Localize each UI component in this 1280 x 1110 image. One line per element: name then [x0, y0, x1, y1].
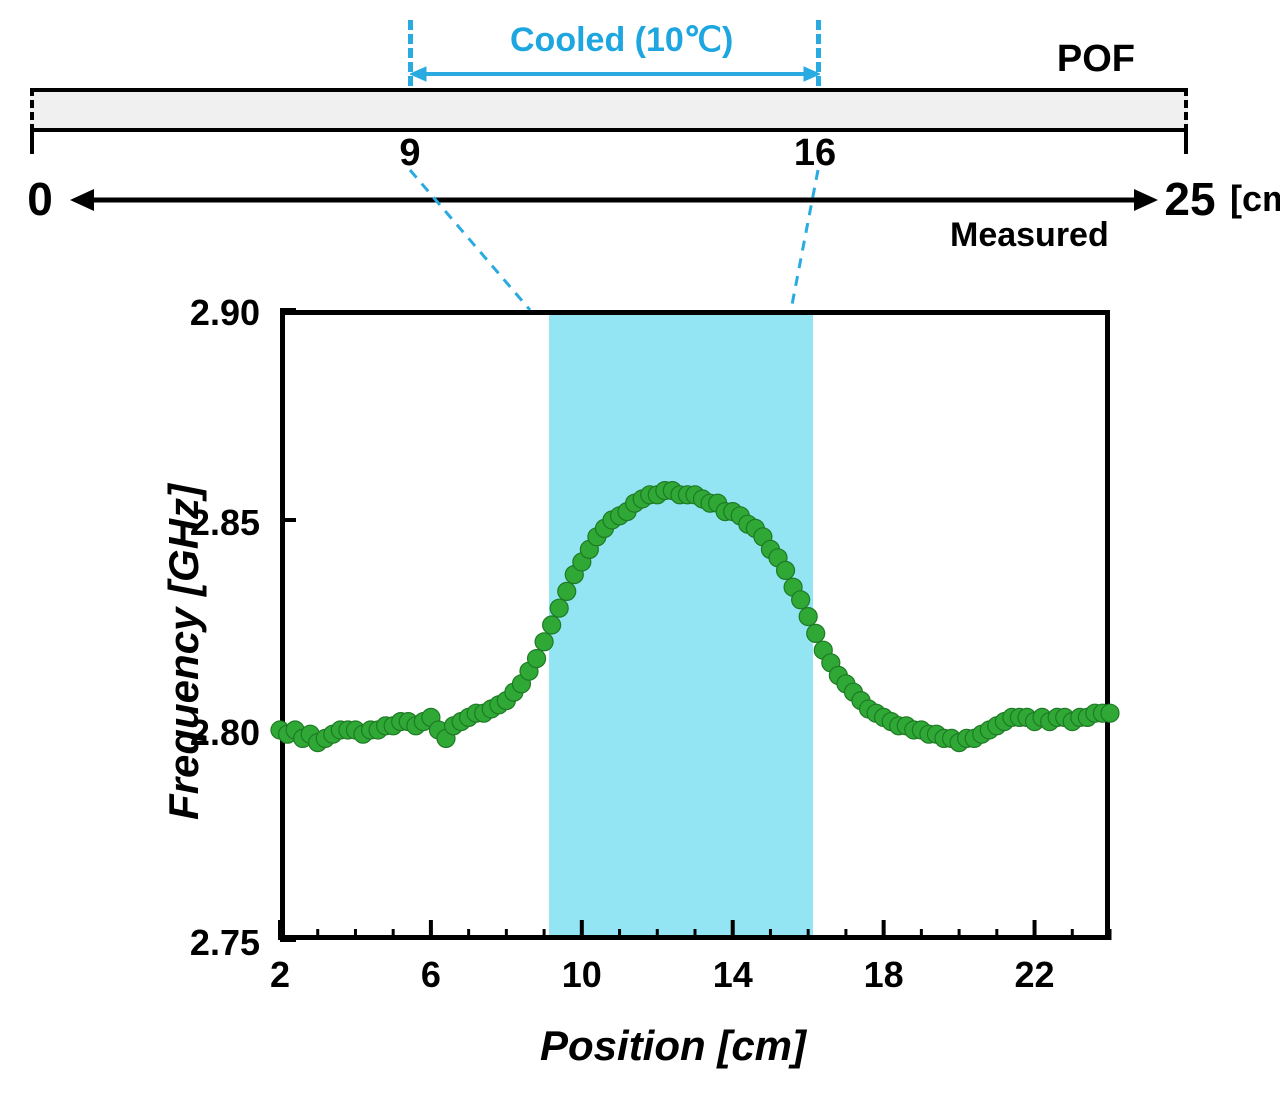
xtick-18: 18 [859, 954, 909, 996]
xtick-22: 22 [1010, 954, 1060, 996]
xtick-2: 2 [255, 954, 305, 996]
xtick-10: 10 [557, 954, 607, 996]
figure-root: Cooled (10℃) POF 9 16 0 25 [cm] Measured [0, 0, 1280, 1110]
chart-panel: Frequency [GHz] Position [cm] 2.90 2.85 … [160, 300, 1200, 1090]
xtick-6: 6 [406, 954, 456, 996]
xtick-14: 14 [708, 954, 758, 996]
